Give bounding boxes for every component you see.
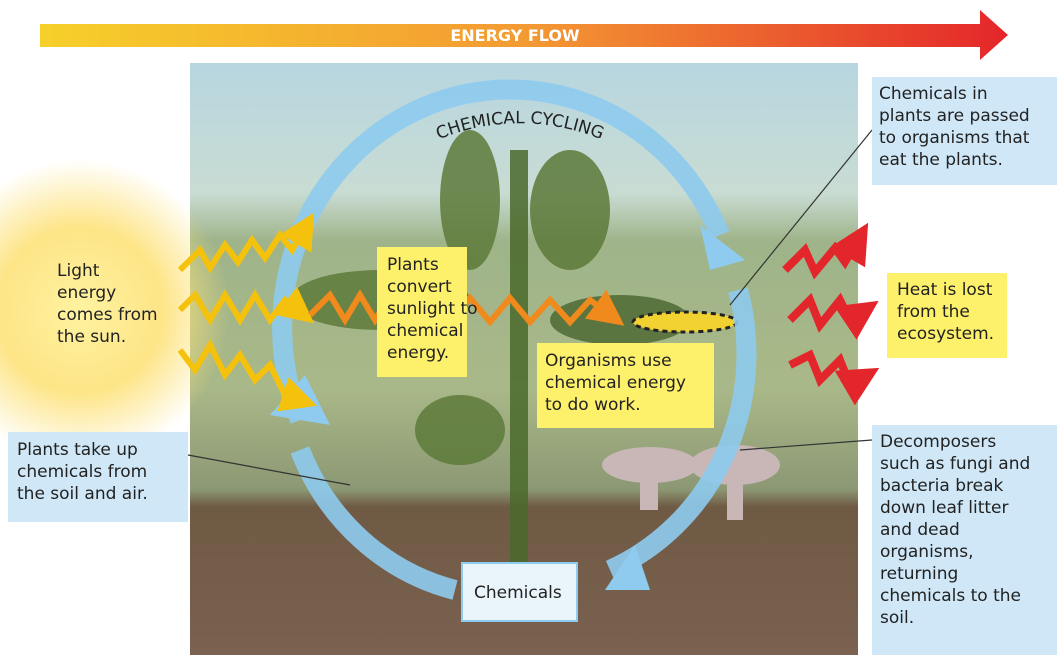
label-line: Plants: [387, 255, 439, 275]
label-line: plants are passed: [879, 106, 1030, 126]
label-line: eat the plants.: [879, 150, 1003, 170]
caterpillar: [633, 312, 737, 332]
label-line: chemical energy: [545, 373, 686, 393]
label-line: down leaf litter: [880, 498, 1009, 518]
label-line: bacteria break: [880, 476, 1003, 496]
label-line: energy: [57, 283, 116, 303]
label-line: chemical: [387, 321, 463, 341]
label-line: Organisms use: [545, 351, 672, 371]
label-line: Chemicals: [474, 583, 562, 603]
label-line: comes from: [57, 305, 158, 325]
label-line: Heat is lost: [897, 280, 993, 300]
label-line: convert: [387, 277, 452, 297]
label-line: Plants take up: [17, 440, 138, 460]
label-line: energy.: [387, 343, 449, 363]
diagram: ENERGY FLOW CHEMICAL CYCLING: [0, 0, 1057, 659]
label-line: returning: [880, 564, 958, 584]
label-line: Decomposers: [880, 432, 996, 452]
label-line: sunlight to: [387, 299, 478, 319]
label-line: ecosystem.: [897, 324, 994, 344]
energy-flow-title: ENERGY FLOW: [450, 26, 580, 45]
label-line: to organisms that: [879, 128, 1030, 148]
label-line: Chemicals in: [879, 84, 988, 104]
label-line: the soil and air.: [17, 484, 148, 504]
label-line: organisms,: [880, 542, 973, 562]
label-line: and dead: [880, 520, 960, 540]
label-line: to do work.: [545, 395, 641, 415]
label-line: such as fungi and: [880, 454, 1030, 474]
label-line: from the: [897, 302, 970, 322]
label-line: soil.: [880, 608, 914, 628]
label-line: chemicals from: [17, 462, 147, 482]
label-line: chemicals to the: [880, 586, 1021, 606]
label-line: the sun.: [57, 327, 126, 347]
label-line: Light: [57, 261, 100, 281]
chemicals-label: Chemicals: [474, 583, 562, 603]
